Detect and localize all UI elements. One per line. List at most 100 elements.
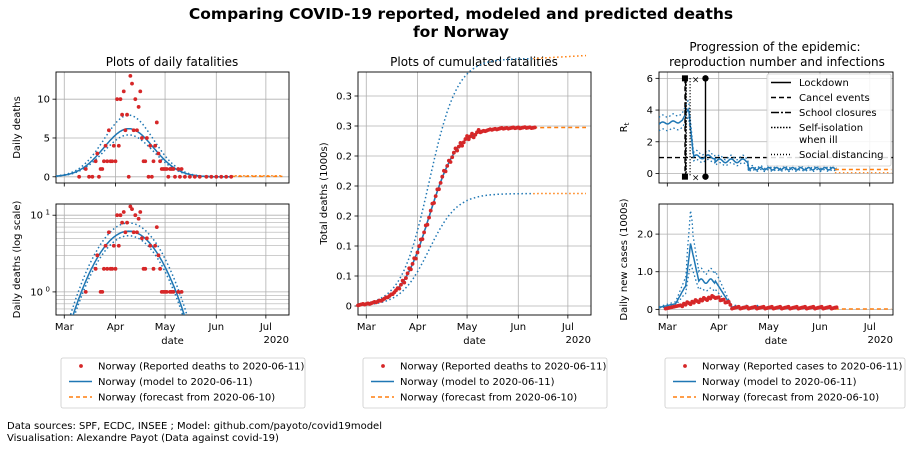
daily-reported-point bbox=[178, 174, 182, 179]
daily-reported-point bbox=[133, 97, 138, 102]
dlog-reported-point bbox=[118, 213, 123, 218]
dlog-reported-point bbox=[103, 243, 108, 248]
dlog-reported-point bbox=[148, 243, 153, 248]
cumulative-chart-title: Plots of cumulated fatalities bbox=[390, 55, 558, 69]
daily-frame bbox=[55, 71, 290, 184]
daily-reported-point bbox=[179, 167, 184, 171]
dlog-year-label: 2020 bbox=[264, 335, 289, 346]
left-legend-reported-swatch bbox=[79, 364, 83, 368]
middle-legend: Norway (Reported deaths to 2020-06-11) No… bbox=[362, 357, 608, 409]
daily-reported-point bbox=[131, 128, 136, 133]
daily-ytick-label: 10 bbox=[37, 95, 50, 106]
daily-reported-point bbox=[146, 174, 151, 179]
rt-model-line bbox=[659, 107, 837, 172]
right-legend-label: Norway (Reported cases to 2020-06-11) bbox=[702, 362, 903, 373]
daily-reported-point bbox=[151, 159, 156, 164]
daily-ytick-label: 0 bbox=[44, 172, 50, 183]
rt-x-marker: × bbox=[692, 174, 700, 184]
daily-reported-point bbox=[176, 167, 181, 171]
dlog-xtick-label: Jul bbox=[259, 322, 272, 333]
cum-ytick-label: 0.1 bbox=[336, 272, 352, 283]
daily-reported-point bbox=[136, 105, 141, 109]
cum-reported-point bbox=[417, 244, 422, 249]
left-legend-box bbox=[60, 357, 306, 409]
dlog-reported-point bbox=[106, 230, 111, 235]
daily-model-lower-line bbox=[56, 134, 233, 178]
cum-panel: Mar Apr May Jun Jul 0 0.1 0.1 0.2 0.2 0.2 0.3 0.3 202… bbox=[319, 71, 592, 347]
right-legend-box bbox=[664, 357, 906, 409]
dlog-reported-point bbox=[95, 253, 100, 258]
cases-model-upper-line bbox=[659, 210, 837, 309]
cases-ytick-label: 1.0 bbox=[637, 267, 653, 278]
dlog-reported-point bbox=[138, 210, 143, 214]
dlog-reported-point bbox=[158, 266, 163, 271]
dlog-xtick-label: Mar bbox=[55, 322, 75, 333]
cum-reported-point bbox=[455, 148, 460, 153]
cum-xtick-label: May bbox=[457, 322, 478, 333]
rt-legend-label: Self-isolation bbox=[799, 123, 863, 134]
right-legend-reported-swatch bbox=[683, 364, 687, 368]
rt-legend-label: Lockdown bbox=[799, 78, 849, 89]
dlog-reported-point bbox=[171, 290, 176, 294]
dlog-reported-point bbox=[176, 290, 181, 294]
cum-xtick-label: Mar bbox=[357, 322, 377, 333]
daily-reported-point bbox=[154, 120, 159, 125]
cum-reported-point bbox=[456, 144, 461, 149]
cum-reported-point bbox=[405, 271, 410, 276]
daily-model-line bbox=[56, 127, 233, 178]
cases-xtick-label: Jul bbox=[863, 322, 876, 333]
daily-ytick-label: 5 bbox=[44, 133, 50, 144]
daily-reported-point bbox=[143, 159, 148, 164]
dlog-reported-point bbox=[135, 230, 139, 235]
dlog-frame bbox=[55, 203, 290, 316]
dlog-xtick-label: Apr bbox=[107, 322, 125, 333]
cum-series bbox=[356, 54, 587, 308]
dlog-reported-point bbox=[144, 236, 149, 241]
rt-legend-label: Cancel events bbox=[799, 93, 870, 104]
daily-reported-point bbox=[166, 174, 171, 179]
cases-panel: Mar Apr May Jun Jul 0 1.0 2.0 2020 date Daily new … bbox=[619, 198, 894, 347]
daily-chart-title: Plots of daily fatalities bbox=[106, 55, 239, 69]
dlog-ytick-label: 10 bbox=[30, 211, 43, 222]
cases-reported-point bbox=[716, 295, 721, 300]
dlog-reported-point bbox=[140, 236, 144, 241]
right-legend: Norway (Reported cases to 2020-06-11) Nor… bbox=[664, 357, 906, 409]
daily-reported-point bbox=[121, 89, 126, 94]
cases-ytick-label: 0 bbox=[647, 305, 653, 316]
dlog-reported-point bbox=[179, 290, 184, 294]
daily-reported-point bbox=[115, 97, 120, 102]
rt-legend-label: when ill bbox=[799, 135, 838, 146]
cases-ytick-label: 2.0 bbox=[637, 230, 653, 241]
cum-ytick-label: 0.2 bbox=[336, 152, 352, 163]
left-legend-label: Norway (Reported deaths to 2020-06-11) bbox=[98, 362, 304, 373]
dlog-reported-point bbox=[116, 243, 121, 248]
rt-lockdown-marker-bottom bbox=[702, 173, 709, 180]
rt-ylabel-sub: t bbox=[623, 122, 631, 125]
cases-xtick-label: Mar bbox=[658, 322, 678, 333]
daily-reported-point bbox=[111, 143, 116, 148]
cum-xlabel: date bbox=[463, 336, 486, 347]
cum-reported-point bbox=[463, 137, 468, 141]
cum-reported-point bbox=[468, 134, 473, 139]
daily-reported-point bbox=[116, 143, 121, 148]
cum-reported-point bbox=[432, 201, 436, 205]
daily-reported-point bbox=[125, 112, 129, 117]
daily-reported-point bbox=[192, 174, 197, 179]
cum-reported-point bbox=[427, 215, 431, 220]
cum-reported-point bbox=[532, 125, 537, 130]
dlog-reported-point bbox=[83, 290, 88, 294]
left-legend-label: Norway (forecast from 2020-06-10) bbox=[98, 393, 275, 404]
cum-reported-point bbox=[465, 134, 469, 138]
dlog-reported-point bbox=[153, 243, 158, 248]
daily-reported-point bbox=[224, 174, 229, 179]
rt-legend: Lockdown Cancel events School closures Self… bbox=[766, 73, 892, 167]
rt-lockdown-marker-top bbox=[702, 75, 709, 82]
dlog-reported-point bbox=[156, 253, 161, 258]
cum-model-lower-line bbox=[357, 192, 534, 307]
cum-year-label: 2020 bbox=[566, 335, 591, 346]
cum-ylabel: Total deaths (1000s) bbox=[319, 142, 330, 245]
daily-reported-point bbox=[77, 174, 82, 179]
cum-xtick-label: Jul bbox=[561, 322, 574, 333]
dlog-reported-point bbox=[121, 210, 126, 214]
daily-ylabel: Daily deaths bbox=[12, 96, 23, 159]
